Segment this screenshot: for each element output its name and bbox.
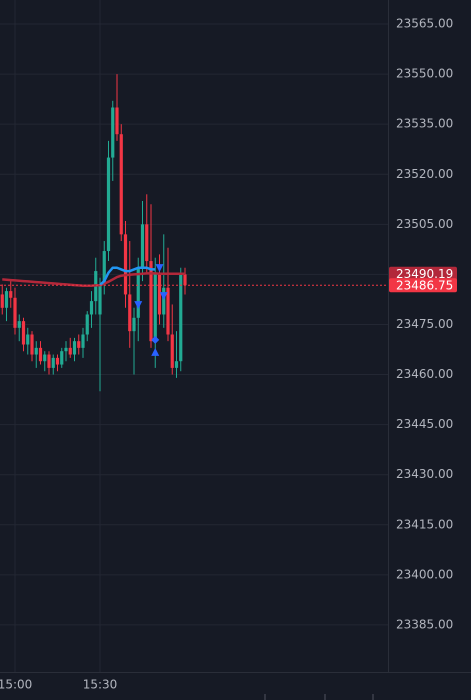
candle-body [119,134,123,235]
candle-body [145,224,149,262]
candle-body [98,284,102,315]
price-label-box [389,278,457,293]
y-tick-label: 23415.00 [396,517,453,531]
y-tick-label: 23475.00 [396,317,453,331]
signal-marker [155,264,164,273]
candle-body [72,341,77,355]
candle-body [85,314,89,335]
y-tick-label: 23550.00 [396,67,453,81]
candle-body [123,234,128,295]
candle-body [9,291,13,298]
candle-body [111,107,115,158]
candle-body [179,274,183,362]
price-label: 23490.19 [396,267,453,281]
candle-body [170,334,174,368]
candle-body [132,317,136,332]
candle-body [162,287,166,315]
candle-body [34,347,38,355]
candle-body [60,351,64,365]
candle-body [26,334,30,345]
candle-body [81,334,85,348]
y-tick-label: 23445.00 [396,417,453,431]
price-label: 23486.75 [396,278,453,292]
candle-body [136,267,140,318]
candle-body [55,357,60,365]
candle-body [183,274,187,286]
candle-body [140,224,145,268]
candle-body [30,334,34,355]
y-tick-label: 23520.00 [396,167,453,181]
price-label-box [389,266,457,281]
signal-marker [151,347,160,356]
candle-body [106,157,111,252]
y-tick-label: 23400.00 [396,567,453,581]
signal-marker [159,292,168,301]
x-tick-label: 15:00 [0,678,32,692]
y-tick-label: 23460.00 [396,367,453,381]
y-tick-label: 23505.00 [396,217,453,231]
candle-body [166,287,170,335]
candle-body [174,361,179,368]
candle-body [13,297,17,328]
indicator-line [99,266,156,287]
candle-body [0,294,4,308]
candle-body [89,301,94,315]
y-tick-label: 23535.00 [396,117,453,131]
candle-body [102,251,106,285]
candle-body [77,341,81,348]
candle-body [38,347,43,362]
candle-body [17,321,21,328]
candle-body [153,274,157,342]
candle-body [64,347,68,352]
y-tick-label: 23385.00 [396,617,453,631]
candle-body [128,294,132,332]
candle-body [149,261,153,342]
signal-marker [134,301,143,310]
candle-body [68,347,72,355]
signal-marker [151,335,160,344]
y-tick-label: 23430.00 [396,467,453,481]
candle-body [115,107,119,135]
candle-body [51,357,55,368]
x-tick-label: 15:30 [83,678,118,692]
y-tick-label: 23565.00 [396,17,453,31]
candle-body [4,291,9,308]
candle-body [43,354,47,362]
candle-body [157,274,162,315]
candle-body [47,354,51,368]
candle-body [21,321,26,345]
